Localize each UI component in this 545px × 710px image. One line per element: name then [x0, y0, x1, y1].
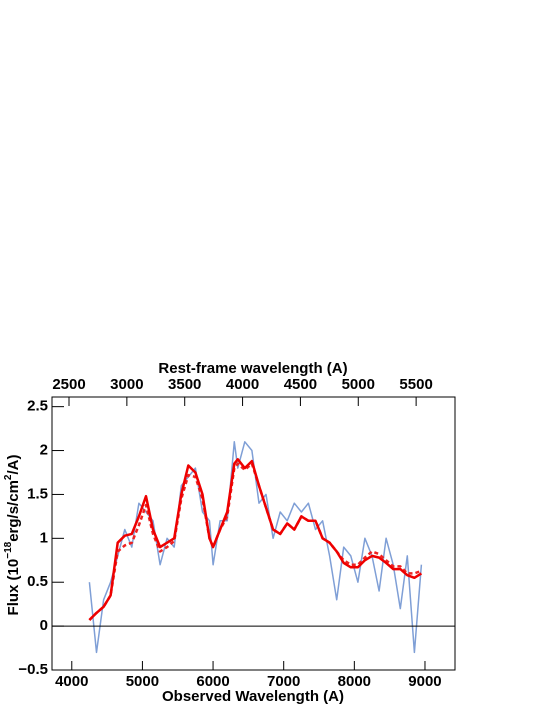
x-tick-label: 5000: [126, 673, 159, 690]
x-tick-label: 4000: [55, 673, 88, 690]
y-tick-label: 2: [40, 442, 48, 459]
y-label-sup: −18: [3, 541, 14, 558]
top-tick-label: 2500: [52, 376, 85, 393]
spectrum-line: [88, 441, 423, 654]
spectrum-line: [88, 462, 422, 621]
top-tick-label: 4000: [226, 376, 259, 393]
y-tick-label: −0.5: [18, 661, 48, 678]
y-tick-label: 1.5: [27, 485, 48, 502]
top-tick-label: 5000: [342, 376, 375, 393]
y-tick-label: 2.5: [27, 398, 48, 415]
y-label-part: erg/s/cm: [5, 480, 22, 542]
y-label-part: /A): [5, 455, 22, 475]
x-tick-label: 8000: [338, 673, 371, 690]
y-axis-label: Flux (10−18erg/s/cm2/A): [3, 455, 22, 616]
y-tick-label: 1: [40, 529, 48, 546]
x-tick-label: 6000: [196, 673, 229, 690]
x-axis-label: Observed Wavelength (A): [162, 688, 344, 705]
top-tick-label: 5500: [399, 376, 432, 393]
top-tick-label: 3500: [168, 376, 201, 393]
top-tick-label: 3000: [110, 376, 143, 393]
plot-frame: [51, 396, 456, 671]
y-tick-label: 0.5: [27, 573, 48, 590]
x-tick-label: 9000: [408, 673, 441, 690]
top-tick-label: 4500: [284, 376, 317, 393]
x-tick-label: 7000: [267, 673, 300, 690]
top-axis-label: Rest-frame wavelength (A): [158, 360, 347, 377]
y-label-part: Flux (10: [5, 559, 22, 616]
y-tick-label: 0: [40, 617, 48, 634]
spectrum-line: [88, 458, 423, 621]
y-label-sup: 2: [3, 474, 14, 480]
